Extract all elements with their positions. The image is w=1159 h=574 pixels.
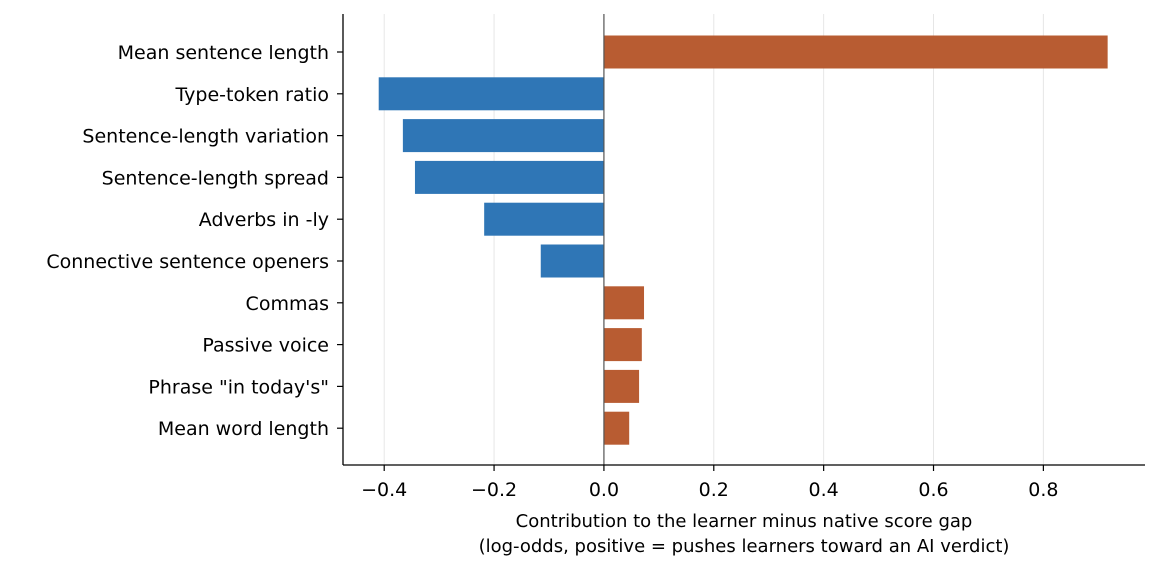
- y-tick-labels: Mean sentence length Type-token ratio Sent…: [46, 42, 343, 440]
- bar: [484, 202, 604, 236]
- x-tick-label: 0.8: [1028, 479, 1058, 501]
- bar: [603, 35, 1108, 69]
- bar: [414, 160, 604, 194]
- bar: [603, 369, 640, 403]
- y-tick-label: Commas: [246, 293, 329, 315]
- bar: [603, 411, 630, 445]
- x-tick-label: −0.4: [361, 479, 407, 501]
- bar: [402, 119, 604, 153]
- axes: [342, 14, 1145, 466]
- y-tick-label: Connective sentence openers: [46, 251, 329, 273]
- bar: [603, 286, 645, 320]
- y-tick-label: Mean sentence length: [118, 42, 329, 64]
- x-tick-labels: −0.4 −0.2 0.0 0.2 0.4 0.6 0.8: [361, 465, 1058, 501]
- x-tick-label: 0.0: [589, 479, 619, 501]
- y-tick-label: Phrase "in today's": [148, 376, 329, 398]
- bar: [603, 328, 642, 362]
- y-tick-label: Adverbs in -ly: [199, 209, 329, 231]
- y-tick-label: Sentence-length spread: [102, 167, 329, 189]
- y-tick-label: Sentence-length variation: [82, 126, 329, 148]
- y-tick-label: Passive voice: [202, 335, 329, 357]
- x-axis-subtitle: (log-odds, positive = pushes learners to…: [479, 536, 1010, 557]
- x-tick-label: −0.2: [471, 479, 517, 501]
- x-tick-label: 0.6: [918, 479, 948, 501]
- x-axis-title: Contribution to the learner minus native…: [516, 511, 973, 532]
- x-tick-label: 0.2: [699, 479, 729, 501]
- bar: [378, 77, 604, 111]
- y-tick-label: Mean word length: [158, 418, 329, 440]
- bars: [378, 35, 1108, 445]
- y-tick-label: Type-token ratio: [175, 84, 329, 106]
- x-tick-label: 0.4: [809, 479, 839, 501]
- bar: [540, 244, 604, 278]
